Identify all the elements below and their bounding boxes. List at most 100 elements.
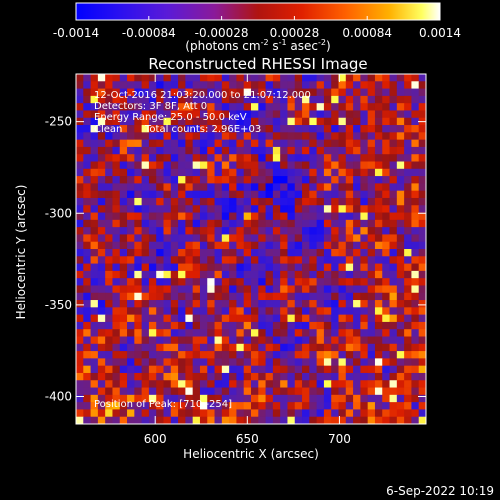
heatmap-cell: [229, 205, 237, 213]
heatmap-cell: [265, 292, 274, 301]
heatmap-cell: [360, 139, 369, 148]
heatmap-cell: [251, 292, 259, 301]
heatmap-cell: [156, 256, 164, 264]
heatmap-cell: [243, 372, 252, 381]
heatmap-cell: [192, 278, 201, 286]
heatmap-cell: [404, 314, 412, 323]
heatmap-cell: [323, 103, 332, 111]
heatmap-cell: [178, 95, 186, 104]
heatmap-cell: [360, 205, 369, 213]
heatmap-cell: [272, 125, 281, 133]
heatmap-cell: [207, 372, 215, 381]
heatmap-cell: [309, 117, 318, 126]
heatmap-cell: [127, 88, 135, 97]
heatmap-cell: [272, 263, 281, 272]
heatmap-cell: [374, 249, 383, 257]
heatmap-cell: [221, 219, 230, 228]
annotation-total-counts: Total counts: 2.96E+03: [144, 124, 261, 135]
heatmap-cell: [178, 321, 186, 330]
heatmap-cell: [389, 154, 398, 162]
heatmap-cell: [323, 95, 332, 104]
heatmap-cell: [192, 321, 201, 330]
heatmap-cell: [76, 95, 84, 104]
heatmap-cell: [148, 314, 157, 323]
heatmap-cell: [229, 103, 237, 111]
heatmap-cell: [141, 270, 150, 279]
heatmap-cell: [229, 365, 237, 374]
heatmap-cell: [105, 176, 113, 184]
heatmap-cell: [163, 95, 172, 104]
heatmap-cell: [272, 358, 281, 367]
heatmap-cell: [360, 300, 369, 308]
heatmap-cell: [192, 416, 201, 425]
heatmap-cell: [156, 329, 164, 337]
heatmap-cell: [272, 139, 281, 148]
heatmap-cell: [192, 329, 201, 337]
heatmap-cell: [90, 219, 99, 228]
heatmap-cell: [331, 351, 339, 359]
heatmap-cell: [353, 146, 361, 155]
heatmap-cell: [294, 285, 303, 294]
heatmap-cell: [112, 249, 121, 257]
heatmap-cell: [221, 146, 230, 155]
heatmap-cell: [214, 372, 223, 381]
heatmap-cell: [156, 336, 164, 345]
heatmap-cell: [192, 256, 201, 264]
heatmap-cell: [178, 409, 186, 418]
heatmap-cell: [389, 190, 398, 199]
heatmap-cell: [199, 205, 208, 213]
heatmap-cell: [258, 358, 266, 367]
heatmap-cell: [338, 161, 347, 170]
heatmap-cell: [345, 110, 354, 119]
heatmap-cell: [280, 81, 288, 89]
heatmap-cell: [97, 95, 106, 104]
heatmap-cell: [148, 117, 157, 126]
heatmap-cell: [119, 394, 128, 403]
heatmap-cell: [345, 241, 354, 250]
heatmap-cell: [316, 394, 325, 403]
heatmap-cell: [243, 256, 252, 264]
heatmap-cell: [353, 285, 361, 294]
heatmap-cell: [236, 74, 245, 82]
heatmap-cell: [331, 336, 339, 345]
heatmap-cell: [156, 74, 164, 82]
heatmap-cell: [411, 351, 420, 359]
heatmap-cell: [90, 285, 99, 294]
heatmap-cell: [265, 307, 274, 316]
heatmap-cell: [258, 139, 266, 148]
heatmap-cell: [214, 278, 223, 286]
heatmap-cell: [294, 132, 303, 141]
heatmap-cell: [316, 88, 325, 97]
heatmap-cell: [112, 343, 121, 352]
heatmap-cell: [90, 212, 99, 221]
heatmap-cell: [280, 351, 288, 359]
heatmap-cell: [148, 380, 157, 388]
heatmap-cell: [382, 190, 390, 199]
heatmap-cell: [251, 132, 259, 141]
heatmap-cell: [83, 103, 91, 111]
heatmap-cell: [192, 176, 201, 184]
heatmap-cell: [258, 336, 266, 345]
heatmap-cell: [374, 380, 383, 388]
heatmap-cell: [141, 197, 150, 206]
heatmap-cell: [163, 154, 172, 162]
heatmap-cell: [411, 103, 420, 111]
heatmap-cell: [192, 95, 201, 104]
heatmap-cell: [112, 256, 121, 264]
heatmap-cell: [221, 227, 230, 235]
heatmap-cell: [382, 256, 390, 264]
heatmap-cell: [389, 402, 398, 410]
heatmap-cell: [90, 343, 99, 352]
heatmap-cell: [134, 358, 143, 367]
heatmap-cell: [309, 256, 318, 264]
heatmap-cell: [243, 249, 252, 257]
heatmap-cell: [331, 176, 339, 184]
heatmap-cell: [367, 190, 376, 199]
heatmap-cell: [112, 168, 121, 177]
heatmap-cell: [236, 88, 245, 97]
heatmap-cell: [148, 372, 157, 381]
heatmap-cell: [280, 358, 288, 367]
heatmap-cell: [323, 146, 332, 155]
heatmap-cell: [127, 329, 135, 337]
heatmap-cell: [119, 314, 128, 323]
